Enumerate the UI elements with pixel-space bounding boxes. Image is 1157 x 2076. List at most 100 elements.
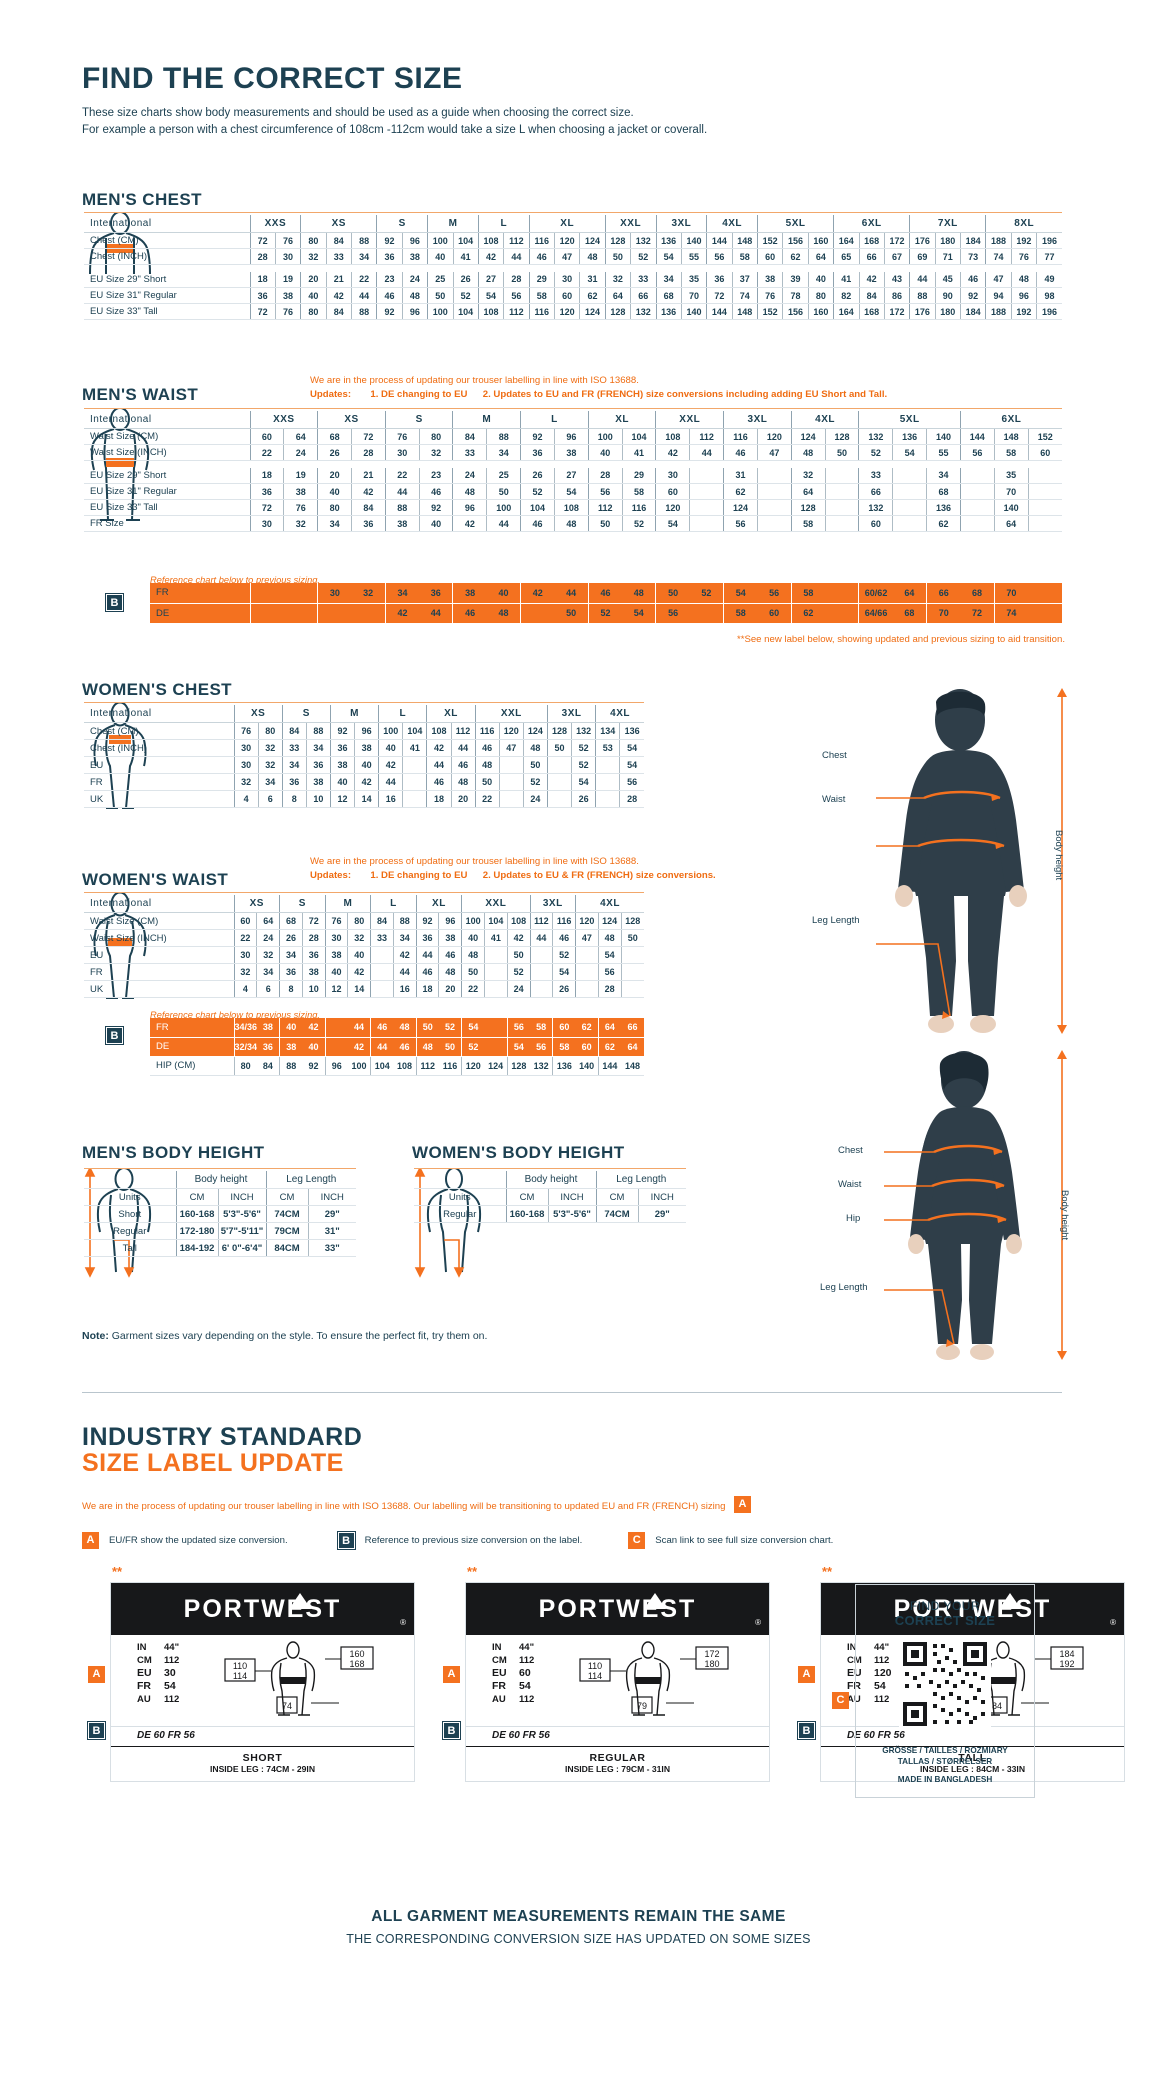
- table-cell: 52: [571, 739, 596, 757]
- table-cell: 188: [985, 303, 1012, 320]
- table-cell: 60/62: [858, 583, 893, 604]
- table-cell: [84, 892, 644, 895]
- table-cell: [84, 702, 644, 705]
- table-cell: 120: [553, 232, 580, 249]
- table-cell: 58: [529, 1018, 553, 1038]
- table-row: Waist Size (INCH) 22 24 26 28 30 32 33 34 36 38 40 4…: [84, 929, 644, 947]
- table-cell: 34: [384, 583, 420, 604]
- table-cell: 104: [402, 722, 427, 740]
- table-cell: [1027, 499, 1062, 516]
- table-cell: 176: [909, 232, 936, 249]
- table-cell: 72: [972, 608, 983, 619]
- table-cell: 96: [438, 912, 462, 930]
- table-cell: 192: [1010, 303, 1037, 320]
- size-header: 4XL: [595, 704, 644, 723]
- table-cell: 22: [249, 444, 284, 461]
- size-header: XL: [426, 704, 476, 723]
- table-cell: 8: [279, 980, 303, 998]
- table-cell: 36: [520, 444, 555, 461]
- mens-waist-iso-note: We are in the process of updating our tr…: [310, 374, 1070, 402]
- table-cell: 64: [604, 287, 631, 304]
- qr-code-card: FIND YOUR CORRECT SIZE: [855, 1584, 1035, 1799]
- table-cell: 30: [233, 946, 257, 964]
- table-cell: [756, 499, 792, 516]
- legend-tag-c: C: [628, 1532, 646, 1549]
- qr-code-icon[interactable]: [899, 1638, 991, 1730]
- table-cell: 120: [461, 1055, 485, 1076]
- brand-logo: PORTWEST: [183, 1595, 342, 1623]
- table-cell: 24: [283, 444, 318, 461]
- table-cell: 72: [301, 912, 326, 930]
- table-cell: 60: [756, 248, 783, 265]
- card-tag-a: A: [88, 1666, 105, 1683]
- table-cell: 140: [926, 428, 961, 445]
- table-cell: 26: [452, 271, 479, 288]
- table-cell: 41: [621, 444, 656, 461]
- table-cell: 164: [833, 303, 859, 320]
- table-cell: [959, 499, 995, 516]
- table-cell: [370, 980, 394, 998]
- svg-text:184: 184: [1059, 1649, 1074, 1659]
- table-cell: 72: [249, 232, 276, 249]
- table-cell: 116: [528, 303, 555, 320]
- table-cell: 32: [233, 963, 257, 981]
- table-cell: 33: [325, 248, 352, 265]
- table-cell: 90: [934, 287, 961, 304]
- spec-key: EU: [847, 1667, 862, 1679]
- table-cell: 70: [926, 603, 961, 623]
- table-cell: 112: [503, 303, 530, 320]
- table-cell: 66: [621, 1018, 644, 1038]
- table-cell: 46: [450, 756, 476, 774]
- portwest-mountain-icon: [999, 1593, 1021, 1609]
- table-cell: [546, 790, 572, 808]
- table-cell: 32: [604, 271, 631, 288]
- table-cell: 96: [324, 1055, 348, 1076]
- size-header: 4XL: [706, 214, 758, 233]
- table-cell: 68: [904, 608, 915, 619]
- table-cell: 108: [426, 722, 452, 740]
- table-cell: [402, 790, 427, 808]
- table-cell: 104: [483, 912, 508, 930]
- table-cell: 70: [993, 583, 1029, 604]
- table-cell: 32: [257, 739, 283, 757]
- table-cell: 52: [630, 248, 656, 265]
- table-top-rule: [84, 702, 644, 705]
- table-cell: 100: [427, 232, 453, 249]
- spec-row: CM 112: [492, 1654, 574, 1667]
- spec-row: FR 54: [847, 1680, 929, 1693]
- table-cell: 50: [486, 483, 521, 500]
- table-cell: 152: [756, 232, 783, 249]
- table-cell: Units: [84, 1188, 176, 1206]
- table-cell: 84: [325, 232, 352, 249]
- table-cell: 50: [522, 756, 548, 774]
- table-cell: 12: [329, 790, 355, 808]
- table-cell: 54: [633, 608, 644, 619]
- table-cell: [498, 773, 524, 791]
- table-cell: 12: [324, 980, 348, 998]
- table-cell: 40: [354, 756, 379, 774]
- table-cell: 68: [926, 483, 961, 500]
- table-cell: 88: [392, 912, 417, 930]
- table-cell: 48: [393, 1018, 417, 1038]
- table-cell: 74CM: [595, 1205, 638, 1223]
- table-cell: 76: [274, 303, 301, 320]
- table-cell: [892, 467, 927, 484]
- size-header: 8XL: [985, 214, 1062, 233]
- table-cell: 18: [426, 790, 452, 808]
- spec-key: IN: [847, 1642, 857, 1653]
- table-cell: 104: [520, 499, 555, 516]
- table-cell: 38: [354, 739, 379, 757]
- table-cell: [595, 790, 620, 808]
- table-cell: 80: [347, 912, 371, 930]
- table-cell: 33: [281, 739, 307, 757]
- table-cell: 66: [858, 248, 885, 265]
- table-cell: 120: [655, 499, 690, 516]
- table-cell: 72: [706, 287, 733, 304]
- table-cell: [498, 790, 524, 808]
- size-header: 4XL: [790, 410, 859, 429]
- table-cell: 84: [351, 499, 386, 516]
- table-cell: 32: [418, 444, 453, 461]
- table-cell: UK: [84, 790, 235, 808]
- table-cell: [825, 583, 859, 604]
